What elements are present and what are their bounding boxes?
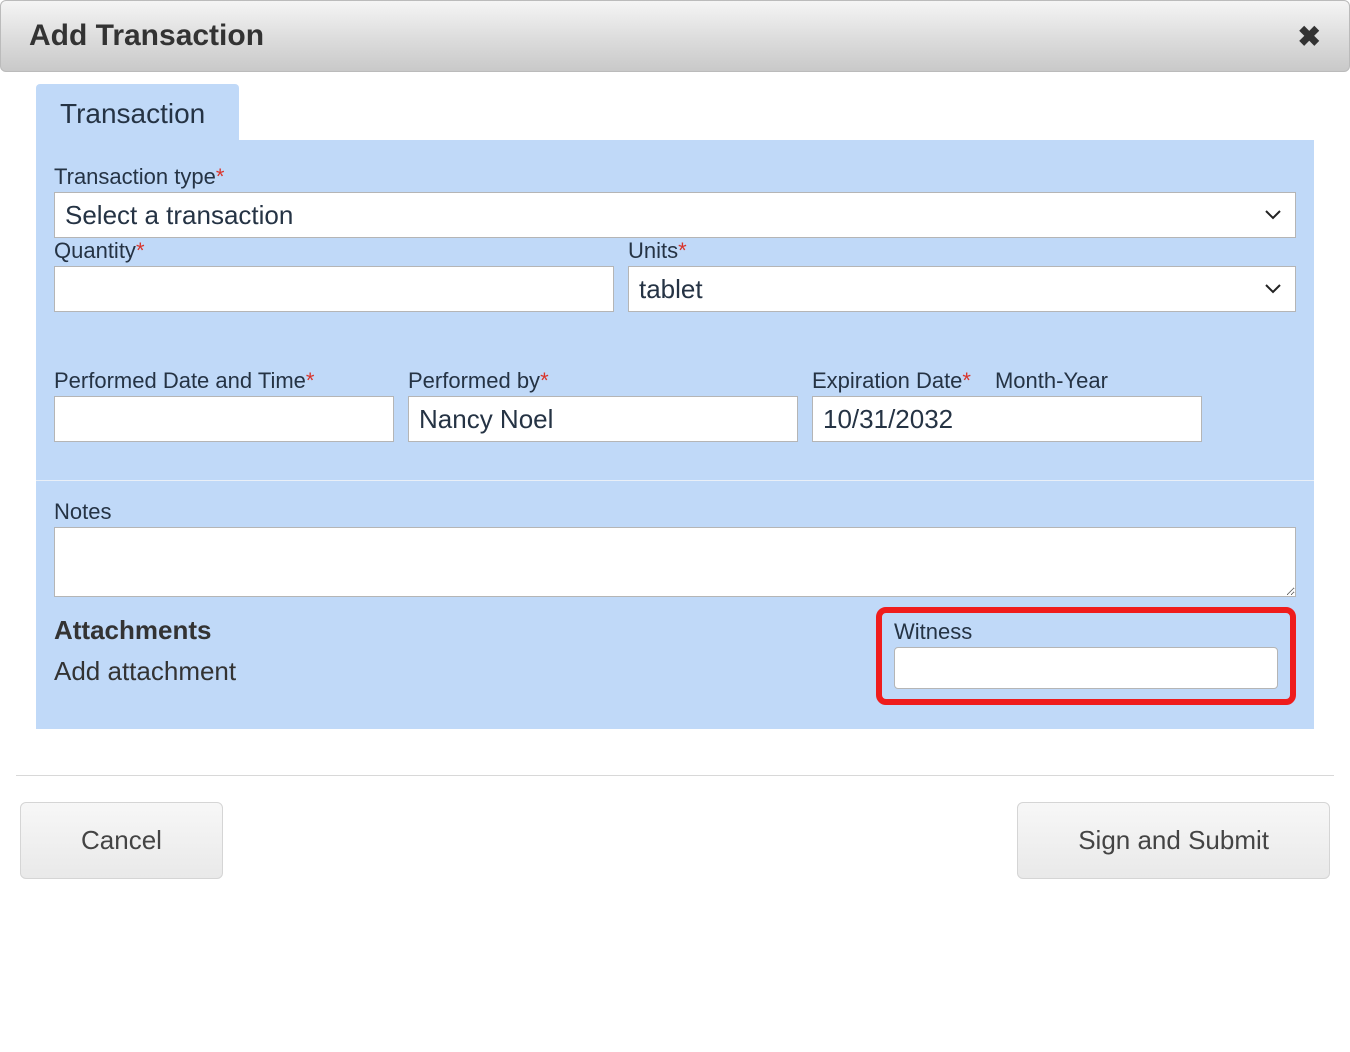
expiration-format-hint: Month-Year [995, 368, 1108, 394]
field-notes: Notes [54, 499, 1296, 597]
field-transaction-type: Transaction type* Select a transaction [54, 164, 1296, 238]
sign-and-submit-button[interactable]: Sign and Submit [1017, 802, 1330, 879]
close-icon[interactable]: ✖ [1298, 20, 1321, 53]
witness-label: Witness [894, 619, 1278, 645]
units-select[interactable]: tablet [628, 266, 1296, 312]
performed-datetime-label: Performed Date and Time* [54, 368, 394, 394]
performed-by-input[interactable] [408, 396, 798, 442]
row-performed-exp: Performed Date and Time* Performed by* E… [54, 368, 1296, 442]
label-text: Units [628, 238, 678, 263]
performed-by-label: Performed by* [408, 368, 798, 394]
tab-transaction[interactable]: Transaction [36, 84, 239, 140]
witness-input[interactable] [894, 647, 1278, 689]
row-quantity-units: Quantity* Units* tablet [54, 238, 1296, 312]
dialog-title: Add Transaction [29, 19, 264, 53]
field-expiration-date: Expiration Date* Month-Year [812, 368, 1202, 442]
notes-label: Notes [54, 499, 1296, 525]
label-text: Quantity [54, 238, 136, 263]
dialog-header: Add Transaction ✖ [0, 0, 1350, 72]
required-asterisk: * [216, 164, 225, 189]
panel-divider [36, 480, 1314, 481]
transaction-type-select[interactable]: Select a transaction [54, 192, 1296, 238]
performed-datetime-input[interactable] [54, 396, 394, 442]
notes-textarea[interactable] [54, 527, 1296, 597]
required-asterisk: * [306, 368, 315, 393]
expiration-date-input[interactable] [812, 396, 1202, 442]
add-transaction-dialog: Add Transaction ✖ Transaction Transactio… [0, 0, 1350, 879]
label-text: Performed Date and Time [54, 368, 306, 393]
quantity-label: Quantity* [54, 238, 614, 264]
label-text: Transaction type [54, 164, 216, 189]
witness-highlight-box: Witness [876, 607, 1296, 705]
attachments-section: Attachments Add attachment [54, 607, 236, 687]
required-asterisk: * [962, 368, 971, 393]
units-label: Units* [628, 238, 1296, 264]
field-quantity: Quantity* [54, 238, 614, 312]
label-text: Expiration Date [812, 368, 962, 393]
cancel-button[interactable]: Cancel [20, 802, 223, 879]
required-asterisk: * [540, 368, 549, 393]
quantity-input[interactable] [54, 266, 614, 312]
field-performed-datetime: Performed Date and Time* [54, 368, 394, 442]
attachments-heading: Attachments [54, 615, 236, 646]
required-asterisk: * [678, 238, 687, 263]
required-asterisk: * [136, 238, 145, 263]
expiration-date-label: Expiration Date* [812, 368, 971, 394]
transaction-type-label: Transaction type* [54, 164, 1296, 190]
field-units: Units* tablet [628, 238, 1296, 312]
expiration-labels: Expiration Date* Month-Year [812, 368, 1202, 396]
field-performed-by: Performed by* [408, 368, 798, 442]
tab-row: Transaction [0, 84, 1350, 140]
label-text: Performed by [408, 368, 540, 393]
add-attachment-link[interactable]: Add attachment [54, 656, 236, 687]
attachments-row: Attachments Add attachment Witness [54, 607, 1296, 705]
dialog-button-row: Cancel Sign and Submit [0, 776, 1350, 879]
transaction-panel: Transaction type* Select a transaction Q… [36, 140, 1314, 729]
